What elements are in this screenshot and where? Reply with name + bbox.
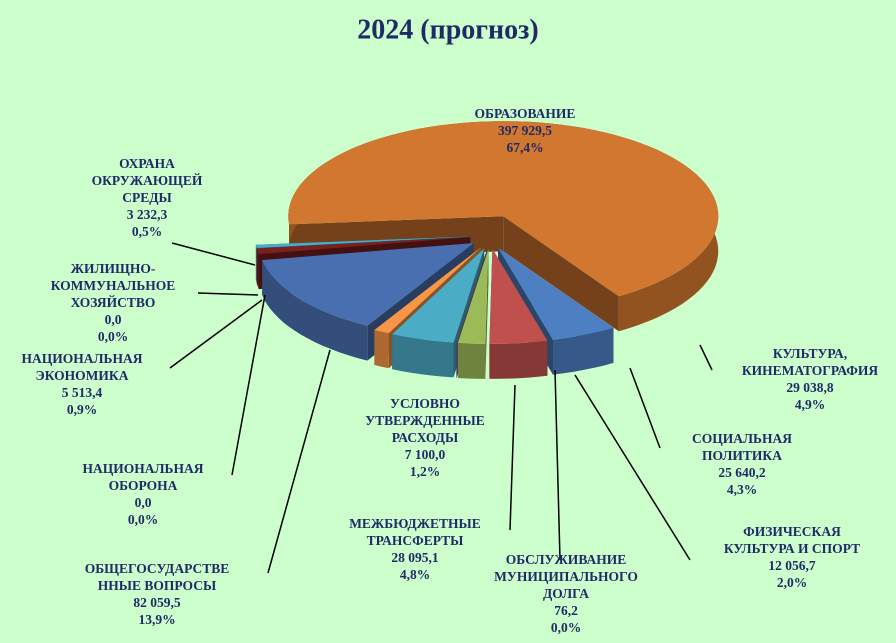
- percent-label: 4,9%: [795, 397, 825, 412]
- percent-label: 4,3%: [727, 482, 757, 497]
- category-label: ХОЗЯЙСТВО: [71, 295, 156, 310]
- value-label: 0,0: [105, 312, 122, 327]
- slice-side: [256, 248, 259, 290]
- percent-label: 67,4%: [506, 140, 543, 155]
- slice-side: [255, 244, 257, 283]
- category-label: ПОЛИТИКА: [702, 448, 782, 463]
- category-label: УТВЕРЖДЕННЫЕ: [365, 413, 485, 428]
- value-label: 0,0: [135, 495, 152, 510]
- percent-label: 0,0%: [551, 620, 581, 635]
- slice: [255, 236, 471, 248]
- slice: [457, 249, 489, 344]
- category-label: ОХРАНА: [119, 156, 175, 171]
- value-label: 7 100,0: [405, 447, 446, 462]
- category-label: ДОЛГА: [543, 586, 589, 601]
- slice: [498, 247, 614, 340]
- leader-line: [169, 299, 263, 369]
- slice: [374, 247, 481, 334]
- category-label: МУНИЦИПАЛЬНОГО: [494, 569, 638, 584]
- slice-side: [553, 327, 614, 375]
- slice-side: [262, 260, 368, 361]
- value-label: 28 095,1: [391, 550, 439, 565]
- slice-side: [374, 330, 389, 369]
- category-label: НАЦИОНАЛЬНАЯ: [83, 461, 204, 476]
- value-label: 12 056,7: [768, 558, 816, 573]
- category-label: ОКРУЖАЮЩЕЙ: [92, 173, 203, 188]
- chart-title: 2024 (прогноз): [357, 14, 538, 45]
- slice: [288, 121, 719, 297]
- leader-line: [231, 294, 266, 476]
- category-label: КУЛЬТУРА,: [773, 346, 847, 361]
- value-label: 397 929,5: [498, 123, 552, 138]
- slice-side: [392, 334, 454, 378]
- category-label: РАСХОДЫ: [392, 430, 459, 445]
- percent-label: 13,9%: [138, 612, 175, 627]
- category-label: СОЦИАЛЬНАЯ: [692, 431, 792, 446]
- category-label: ОБЩЕГОСУДАРСТВЕ: [85, 561, 230, 576]
- category-label: УСЛОВНО: [390, 396, 460, 411]
- slice: [456, 248, 488, 343]
- category-label: ЖИЛИЩНО-: [71, 261, 156, 276]
- value-label: 25 640,2: [718, 465, 766, 480]
- value-label: 76,2: [554, 603, 578, 618]
- category-label: ФИЗИЧЕСКАЯ: [743, 524, 841, 539]
- percent-label: 0,0%: [128, 512, 158, 527]
- percent-label: 1,2%: [410, 464, 440, 479]
- percent-label: 0,0%: [98, 329, 128, 344]
- leader-line: [267, 349, 331, 574]
- leader-line: [197, 292, 259, 296]
- percent-label: 2,0%: [777, 575, 807, 590]
- category-label: ОБРАЗОВАНИЕ: [475, 106, 576, 121]
- category-label: КИНЕМАТОГРАФИЯ: [742, 363, 879, 378]
- category-label: ОБОРОНА: [109, 478, 178, 493]
- category-label: СРЕДЫ: [122, 190, 172, 205]
- slice: [262, 243, 474, 326]
- leader-line: [509, 384, 516, 531]
- value-label: 3 232,3: [127, 207, 168, 222]
- percent-label: 0,5%: [132, 224, 162, 239]
- leader-line: [699, 344, 713, 371]
- leader-line: [629, 367, 661, 449]
- slice-side: [457, 343, 486, 379]
- percent-label: 4,8%: [400, 567, 430, 582]
- category-label: ОБСЛУЖИВАНИЕ: [506, 552, 626, 567]
- category-label: ННЫЕ ВОПРОСЫ: [98, 578, 217, 593]
- category-label: ЭКОНОМИКА: [36, 368, 129, 383]
- slice: [392, 248, 485, 343]
- slice: [489, 248, 548, 344]
- slice-side: [503, 216, 619, 332]
- slice: [256, 237, 471, 255]
- category-label: КУЛЬТУРА И СПОРТ: [724, 541, 860, 556]
- category-label: КОММУНАЛЬНОЕ: [51, 278, 176, 293]
- percent-label: 0,9%: [67, 402, 97, 417]
- leader-line: [554, 369, 561, 561]
- value-label: 82 059,5: [133, 595, 181, 610]
- category-label: ТРАНСФЕРТЫ: [367, 533, 465, 548]
- leader-line: [171, 242, 256, 266]
- value-label: 5 513,4: [62, 385, 103, 400]
- value-label: 29 038,8: [786, 380, 834, 395]
- category-label: МЕЖБЮДЖЕТНЫЕ: [349, 516, 481, 531]
- category-label: НАЦИОНАЛЬНАЯ: [22, 351, 143, 366]
- leader-line: [574, 374, 691, 561]
- slice-side: [489, 340, 548, 379]
